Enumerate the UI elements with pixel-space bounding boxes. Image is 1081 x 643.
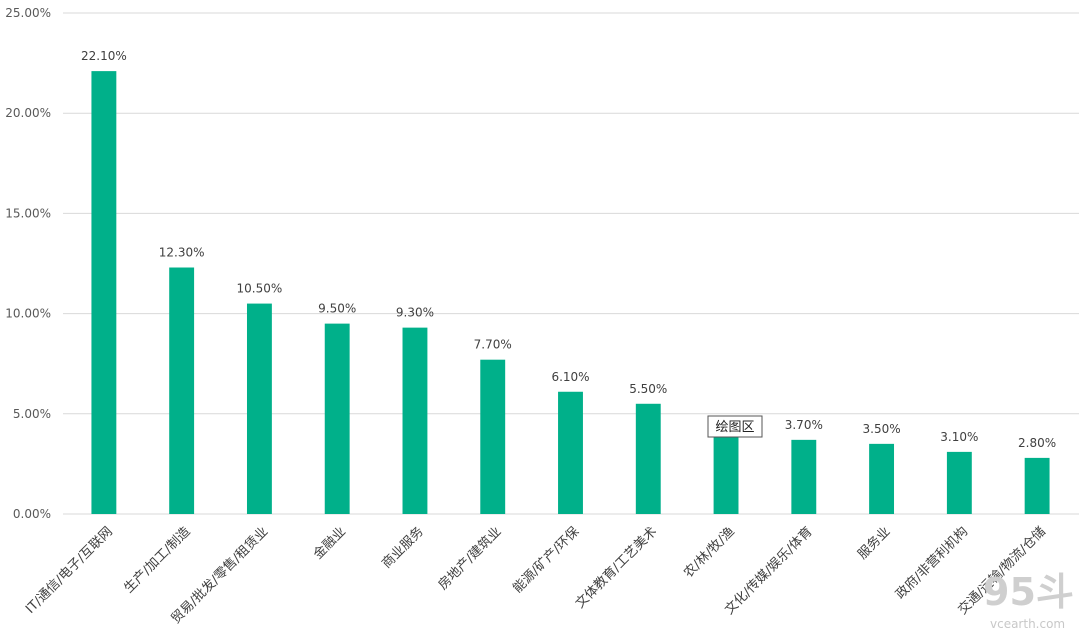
y-tick-label: 10.00% [5, 307, 51, 321]
bar[interactable] [791, 439, 817, 514]
data-label: 3.10% [940, 430, 978, 444]
y-axis-tick-labels: 0.00% 5.00% 10.00% 15.00% 20.00% 25.00% [5, 6, 51, 521]
data-label: 3.70% [785, 418, 823, 432]
data-label: 10.50% [237, 282, 283, 296]
bar[interactable] [635, 403, 661, 514]
category-label: IT/通信/电子/互联网 [23, 524, 116, 617]
bar[interactable] [324, 323, 350, 514]
category-label: 服务业 [855, 524, 894, 563]
bar[interactable] [91, 71, 117, 514]
category-label: 文体教育/工艺美术 [572, 524, 660, 612]
category-label: 文化/传媒/娱乐/体育 [721, 524, 815, 618]
y-tick-label: 5.00% [13, 407, 51, 421]
y-tick-label: 15.00% [5, 206, 51, 220]
y-tick-label: 25.00% [5, 6, 51, 20]
bar[interactable] [480, 359, 506, 514]
category-label: 生产/加工/制造 [122, 524, 194, 596]
bar[interactable] [869, 443, 895, 514]
y-tick-label: 0.00% [13, 507, 51, 521]
watermark-url: vcearth.com [990, 617, 1065, 631]
bar[interactable] [1024, 457, 1050, 514]
bar[interactable] [246, 303, 272, 514]
data-label: 9.50% [318, 302, 356, 316]
bar[interactable] [558, 391, 583, 514]
y-tick-label: 20.00% [5, 106, 51, 120]
category-label: 商业服务 [379, 524, 427, 572]
category-label: 能源/矿产/环保 [510, 524, 582, 596]
data-label: 22.10% [81, 49, 127, 63]
bar[interactable] [713, 435, 739, 514]
category-labels: IT/通信/电子/互联网 生产/加工/制造贸易/批发/零售/租赁业 金融业 商业服务房… [23, 524, 1049, 627]
category-label: 农/林/牧/渔 [681, 524, 738, 581]
category-label: 金融业 [310, 524, 349, 563]
bar[interactable] [169, 267, 195, 514]
category-label: 政府/非营利机构 [893, 524, 971, 602]
category-label: 房地产/建筑业 [435, 524, 505, 594]
data-label: 6.10% [551, 370, 589, 384]
plot-area-tooltip: 绘图区 [707, 415, 763, 438]
data-label: 2.80% [1018, 436, 1056, 450]
bars [91, 71, 1050, 514]
data-label: 7.70% [474, 338, 512, 352]
data-label: 12.30% [159, 246, 205, 260]
data-label: 3.50% [863, 422, 901, 436]
tooltip-text: 绘图区 [715, 420, 754, 435]
data-label: 5.50% [629, 382, 667, 396]
bar[interactable] [946, 451, 972, 514]
tooltip-box [707, 415, 763, 438]
gridlines [63, 12, 1079, 515]
watermark-logo: 95斗 [983, 570, 1074, 614]
data-labels: 22.10% 12.30% 10.50% 9.50% 9.30% 7.70% 6.10% 5.… [81, 49, 1056, 450]
data-label: 9.30% [396, 306, 434, 320]
bar[interactable] [402, 327, 428, 514]
watermark: 95斗 vcearth.com [983, 570, 1074, 631]
